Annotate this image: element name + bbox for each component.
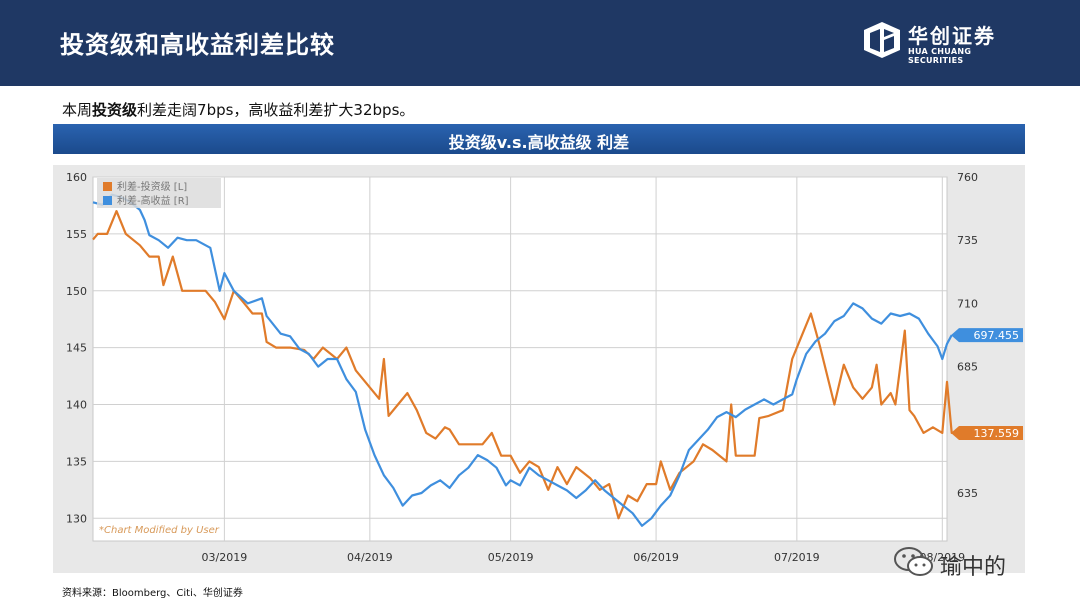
- last-value-label: 697.455: [974, 329, 1020, 342]
- chart-title: 投资级v.s.高收益级 利差: [448, 133, 630, 152]
- y-right-tick-label: 685: [957, 361, 978, 374]
- y-left-tick-label: 150: [66, 285, 87, 298]
- watermark-text: 瑜中的: [940, 555, 1007, 580]
- x-tick-label: 04/2019: [347, 551, 393, 564]
- summary-suffix: 利差走阔7bps，高收益利差扩大32bps。: [137, 101, 415, 119]
- legend-swatch: [103, 196, 112, 205]
- source-note: 资料来源：Bloomberg、Citi、华创证券: [62, 588, 243, 599]
- hy-spread-line: [92, 193, 953, 527]
- summary-text: 本周投资级利差走阔7bps，高收益利差扩大32bps。: [62, 99, 414, 120]
- ig-spread-line: [92, 209, 980, 520]
- logo-name: 华创证券: [908, 24, 996, 48]
- watermark: 瑜中的: [892, 545, 1052, 580]
- page-title: 投资级和高收益利差比较: [60, 31, 335, 59]
- x-tick-label: 05/2019: [488, 551, 534, 564]
- legend-label: 利差-高收益 [R]: [117, 194, 189, 207]
- y-left-tick-label: 145: [66, 342, 87, 355]
- y-left-tick-label: 160: [66, 171, 87, 184]
- summary-prefix: 本周: [62, 101, 93, 119]
- chart-container: 1301351401451501551606356606857107357600…: [53, 165, 1025, 573]
- last-value-flag: [951, 328, 1023, 343]
- legend-swatch: [103, 182, 112, 191]
- y-right-tick-label: 735: [957, 234, 978, 247]
- header-bar: 投资级和高收益利差比较 华创证券 HUA CHUANG SECURITIES: [0, 0, 1080, 86]
- last-value-label: 137.559: [974, 427, 1020, 440]
- spread-chart: 1301351401451501551606356606857107357600…: [66, 171, 1023, 564]
- x-tick-label: 03/2019: [202, 551, 248, 564]
- legend-label: 利差-投资级 [L]: [117, 180, 187, 193]
- chart-annotation: *Chart Modified by User: [99, 525, 220, 536]
- y-right-tick-label: 710: [957, 297, 978, 310]
- y-left-tick-label: 155: [66, 228, 87, 241]
- logo-subtitle: HUA CHUANG SECURITIES: [908, 47, 972, 65]
- logo-cube-icon: [864, 22, 900, 58]
- x-tick-label: 06/2019: [633, 551, 679, 564]
- last-value-flag: [951, 425, 1023, 440]
- x-tick-label: 07/2019: [774, 551, 820, 564]
- y-right-tick-label: 760: [957, 171, 978, 184]
- chart-title-bar: 投资级v.s.高收益级 利差: [53, 124, 1025, 154]
- y-left-tick-label: 135: [66, 455, 87, 468]
- legend-box: [97, 178, 221, 208]
- wechat-icon: [894, 547, 933, 576]
- y-right-tick-label: 635: [957, 487, 978, 500]
- summary-bold: 投资级: [92, 101, 138, 119]
- y-left-tick-label: 130: [66, 512, 87, 525]
- company-logo: 华创证券 HUA CHUANG SECURITIES: [862, 18, 1022, 65]
- y-left-tick-label: 140: [66, 399, 87, 412]
